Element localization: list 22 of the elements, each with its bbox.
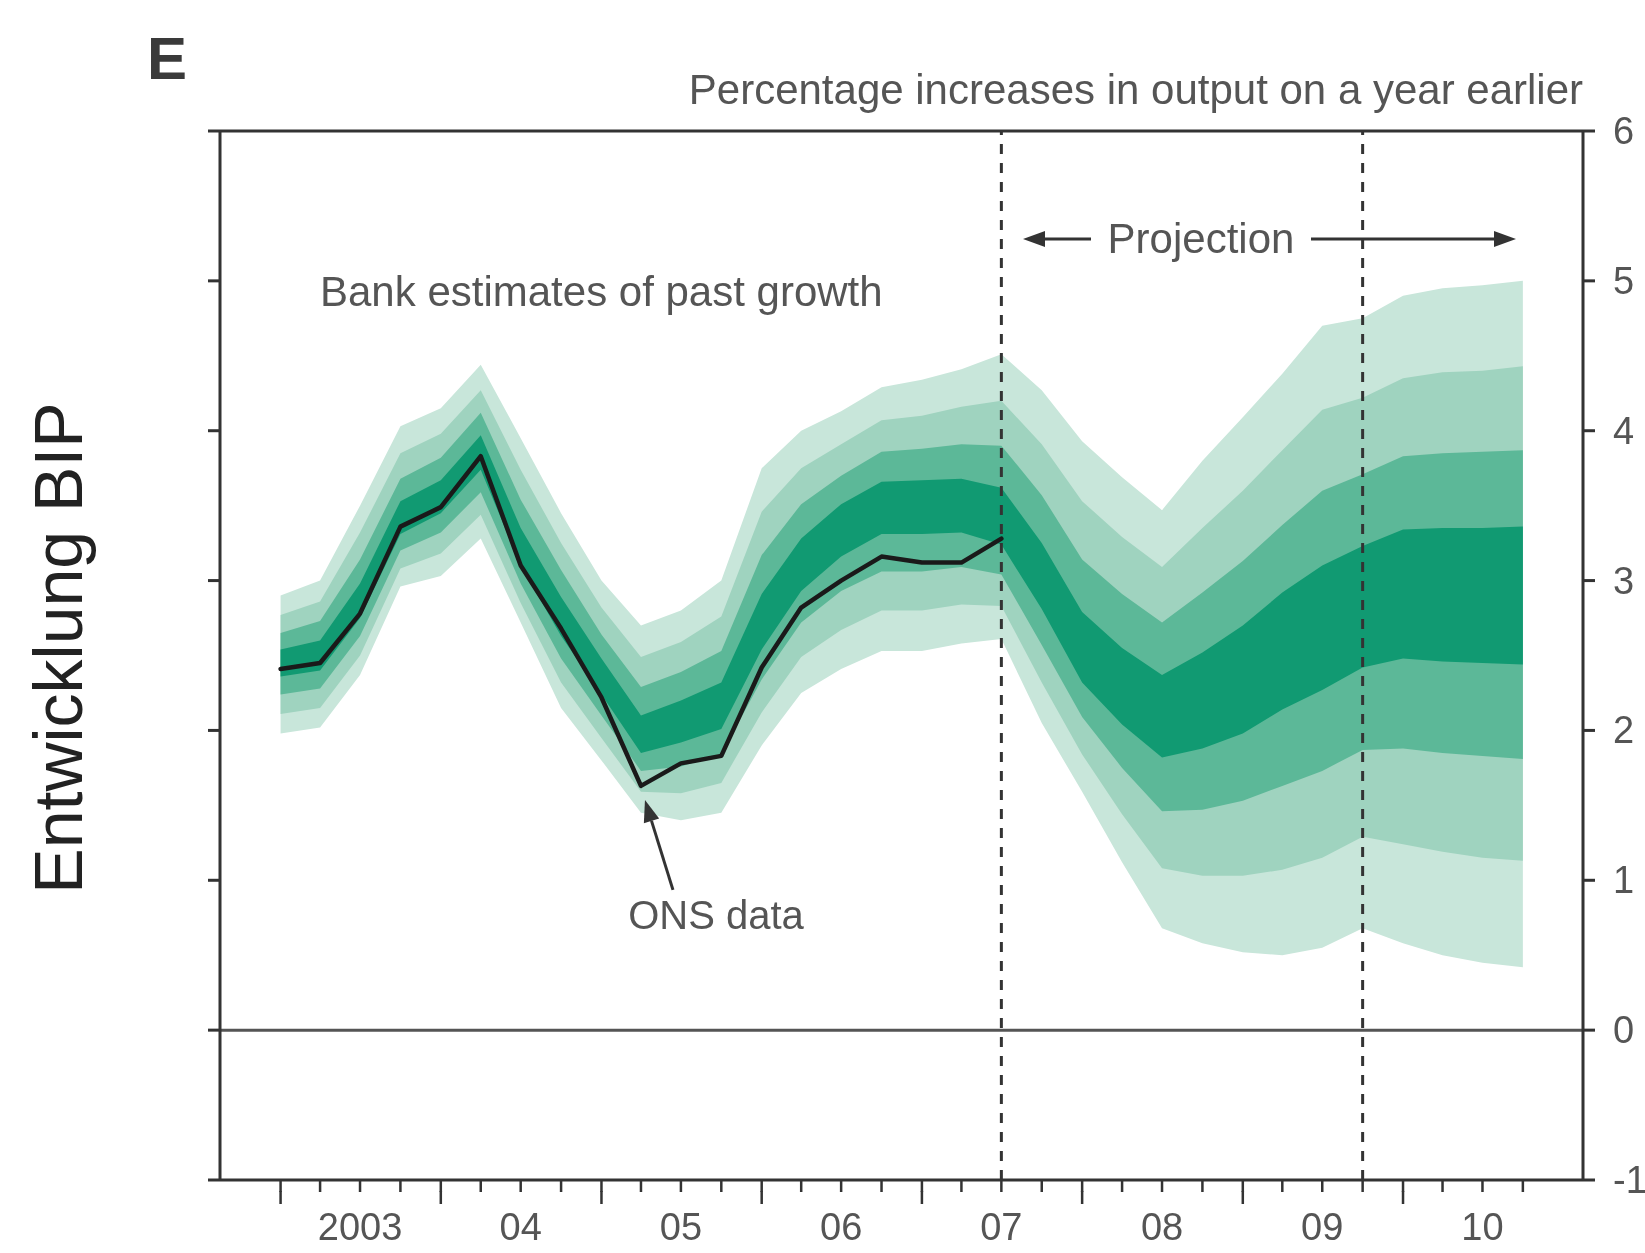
y-tick-label: -1 [1613, 1159, 1645, 1201]
x-tick-label: 08 [1140, 1206, 1184, 1248]
annotation: Projection [1107, 215, 1295, 262]
x-tick-label: 05 [659, 1206, 703, 1248]
y-tick-label: 3 [1613, 559, 1635, 602]
x-tick-label: 06 [820, 1206, 863, 1248]
y-tick-label: 2 [1613, 709, 1635, 752]
annotation: Bank estimates of past growth [320, 268, 883, 315]
y-tick-label: 0 [1613, 1009, 1635, 1052]
x-tick-label: 2003 [317, 1206, 403, 1248]
y-axis-title: Entwicklung BIP [20, 402, 96, 894]
chart-subtitle: Percentage increases in output on a year earlier [688, 66, 1584, 113]
y-tick-label: 5 [1613, 259, 1635, 302]
y-tick-label: 1 [1613, 859, 1635, 902]
x-tick-label: 04 [499, 1206, 542, 1248]
x-tick-label: 09 [1301, 1206, 1344, 1248]
x-tick-label: 07 [980, 1206, 1023, 1248]
chart-title: E [147, 25, 188, 92]
annotation: ONS data [628, 892, 805, 937]
y-tick-label: 4 [1613, 409, 1635, 452]
y-tick-label: 6 [1613, 110, 1635, 152]
x-tick-label: 10 [1461, 1206, 1504, 1248]
